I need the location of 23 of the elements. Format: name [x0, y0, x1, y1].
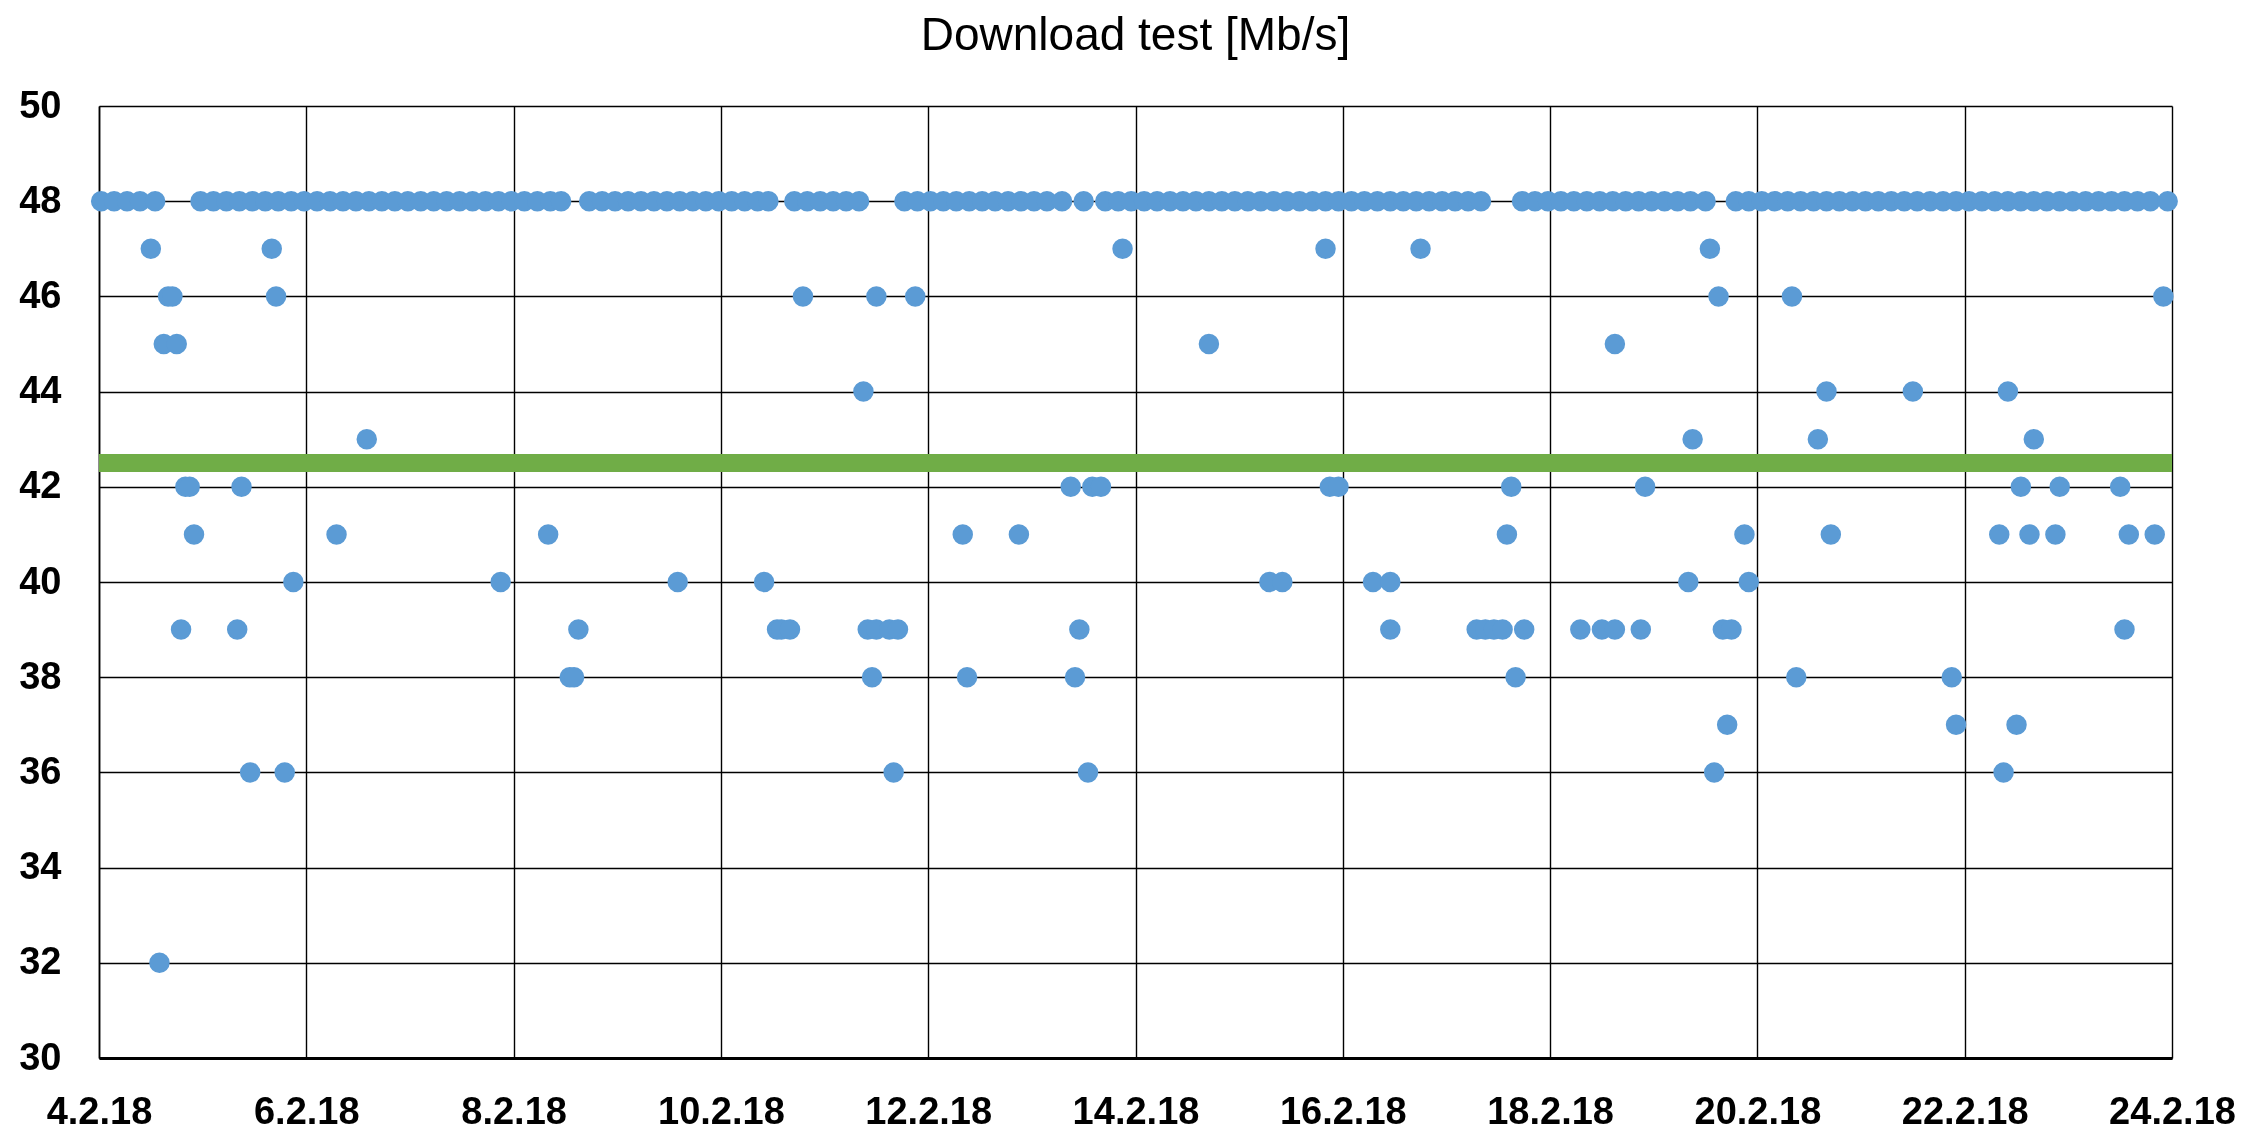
y-tick-label: 34	[19, 845, 62, 888]
y-tick-label: 30	[19, 1035, 62, 1078]
x-tick-label: 10.2.18	[658, 1089, 785, 1132]
chart-title: Download test [Mb/s]	[920, 8, 1351, 60]
x-tick-label: 14.2.18	[1072, 1089, 1200, 1132]
y-tick-label: 44	[19, 369, 62, 412]
x-tick-label: 16.2.18	[1279, 1089, 1407, 1132]
y-tick-label: 32	[19, 940, 62, 983]
x-tick-label: 20.2.18	[1694, 1089, 1822, 1132]
y-tick-label: 40	[19, 559, 62, 602]
x-tick-label: 24.2.18	[2109, 1089, 2236, 1132]
x-tick-label: 4.2.18	[46, 1089, 153, 1132]
x-tick-label: 18.2.18	[1487, 1089, 1614, 1132]
x-tick-label: 6.2.18	[253, 1089, 360, 1132]
y-tick-label: 50	[19, 83, 62, 126]
y-tick-label: 36	[19, 749, 62, 792]
y-tick-label: 48	[19, 178, 62, 221]
x-tick-label: 8.2.18	[461, 1089, 567, 1132]
y-tick-label: 46	[19, 273, 62, 316]
x-tick-label: 22.2.18	[1901, 1089, 2029, 1132]
y-tick-label: 38	[19, 654, 62, 697]
x-tick-label: 12.2.18	[865, 1089, 993, 1132]
y-tick-label: 42	[19, 464, 62, 507]
